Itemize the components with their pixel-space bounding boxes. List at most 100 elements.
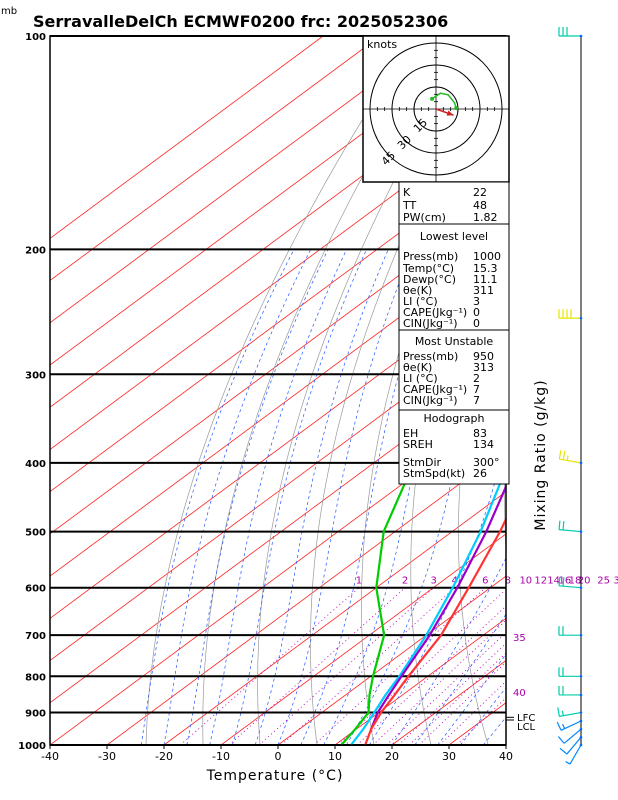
temperature-tick-label: 20 <box>385 750 399 763</box>
mixing-ratio-label: 14 <box>547 576 560 587</box>
wind-barb-dot <box>579 743 583 747</box>
ll-thetae-value: 311 <box>473 284 494 297</box>
wind-barb-dot <box>579 735 583 739</box>
mixing-ratio-label: 30 <box>613 576 618 587</box>
ll-temp-value: 15.3 <box>473 262 498 275</box>
mixing-ratio-line <box>337 588 506 745</box>
mixing-ratio-label: 16 <box>559 576 572 587</box>
wind-barb-shaft <box>563 728 582 744</box>
ll-press-value: 1000 <box>473 250 501 263</box>
pressure-tick-label: 500 <box>25 528 46 539</box>
isotherm <box>50 237 506 577</box>
hb-stmdir-label: StmDir <box>403 456 442 469</box>
most-unstable-box <box>398 329 510 411</box>
mu-thetae-value: 313 <box>473 361 494 374</box>
wind-barb-feather <box>562 450 566 460</box>
moist-adiabat <box>460 687 506 745</box>
hb-stmdir-value: 300° <box>473 456 500 469</box>
hodograph-indices-box <box>398 409 510 485</box>
lowest-level-header: Lowest level <box>420 230 488 243</box>
wind-barb-dot <box>579 586 583 590</box>
mu-cape-label: CAPE(Jkg⁻¹) <box>403 383 467 396</box>
wind-barb-feather <box>561 710 564 716</box>
isotherm <box>50 36 495 366</box>
moist-adiabat <box>414 613 506 745</box>
indices-box <box>398 181 510 225</box>
mixing-ratio-line <box>356 605 506 745</box>
y-axis-title: Mixing Ratio (g/kg) <box>533 379 549 530</box>
ll-cape-label: CAPE(Jkg⁻¹) <box>403 306 467 319</box>
ll-li-value: 3 <box>473 295 480 308</box>
wind-barb-dot <box>579 674 583 678</box>
wind-barb-feather <box>562 577 565 587</box>
hodograph: knots 15 30 45 <box>362 35 510 183</box>
moist-adiabat <box>277 249 413 745</box>
wind-barb-dot <box>579 719 583 723</box>
wind-barb-feather <box>558 520 561 530</box>
wind-barb-shaft <box>559 585 582 589</box>
pressure-tick-label: 1000 <box>18 741 46 752</box>
index-pw-label: PW(cm) <box>403 211 446 224</box>
mixing-ratio-label: 12 <box>534 576 547 587</box>
dry-adiabat <box>310 36 505 745</box>
isotherm <box>106 448 506 745</box>
isotherm <box>50 280 506 619</box>
profile-lines <box>340 377 506 745</box>
isotherm <box>50 36 324 239</box>
mu-press-value: 950 <box>473 350 494 363</box>
profile-series-2 <box>370 483 506 730</box>
mixing-ratio-label: 1 <box>356 576 362 587</box>
pressure-tick-label: 400 <box>25 459 46 470</box>
wind-barb-feather <box>559 747 568 755</box>
most-unstable-header: Most Unstable <box>415 335 494 348</box>
moist-adiabat <box>140 249 295 745</box>
mixing-ratio-line <box>408 652 506 745</box>
pressure-tick-label: 800 <box>25 672 46 683</box>
moist-adiabat <box>163 249 312 745</box>
index-pw-value: 1.82 <box>473 211 498 224</box>
moist-adiabat <box>232 249 367 745</box>
index-tt-label: TT <box>402 199 417 212</box>
theta-labels: 35 40 <box>506 633 526 721</box>
ll-temp-label: Temp(°C) <box>402 262 454 275</box>
mu-cin-label: CIN(Jkg⁻¹) <box>403 394 458 407</box>
profile-series-0 <box>364 516 506 745</box>
temperature-tick-label: 0 <box>275 750 282 763</box>
lcl-label: LCL <box>517 722 536 733</box>
temperature-tick-label: 30 <box>442 750 456 763</box>
dry-adiabat <box>257 36 476 745</box>
hb-eh-value: 83 <box>473 427 487 440</box>
index-k-value: 22 <box>473 186 487 199</box>
isotherm <box>50 195 506 535</box>
lfc-label: LFC <box>517 713 535 724</box>
index-k-label: K <box>403 186 411 199</box>
pressure-tick-label: 200 <box>25 245 46 256</box>
wind-barb-feather <box>556 721 562 731</box>
wind-barb-feather <box>562 520 565 531</box>
wind-barb-dot <box>579 530 583 533</box>
pressure-unit-label: mb <box>1 6 17 17</box>
hb-stmspd-label: StmSpd(kt) <box>403 467 465 480</box>
ll-cin-label: CIN(Jkg⁻¹) <box>403 317 458 330</box>
ll-dewp-label: Dewp(°C) <box>403 273 456 286</box>
moist-adiabat <box>186 249 329 745</box>
mu-press-label: Press(mb) <box>403 350 458 363</box>
pressure-tick-label: 100 <box>25 32 46 43</box>
x-axis-title: Temperature (°C) <box>206 768 344 784</box>
profile-series-1 <box>340 377 506 745</box>
hodograph-indices-header: Hodograph <box>424 412 485 425</box>
isotherm <box>220 533 506 745</box>
wind-barb-feather <box>557 736 565 744</box>
wind-barb-shaft <box>559 529 582 533</box>
wind-barb-dot <box>579 461 583 465</box>
isotherm <box>50 406 506 745</box>
temperature-tick-label: -20 <box>155 750 173 763</box>
isotherm <box>163 491 506 745</box>
mixing-ratio-line <box>281 587 455 745</box>
chart-title: SerravalleDelCh ECMWF0200 frc: 202505230… <box>33 12 448 31</box>
mixing-ratio-line <box>372 619 506 745</box>
wind-barb-feather <box>557 707 560 717</box>
dry-adiabat <box>549 36 618 745</box>
temperature-tick-labels: -40 -30 -20 -10 0 10 20 30 40 <box>41 745 513 763</box>
